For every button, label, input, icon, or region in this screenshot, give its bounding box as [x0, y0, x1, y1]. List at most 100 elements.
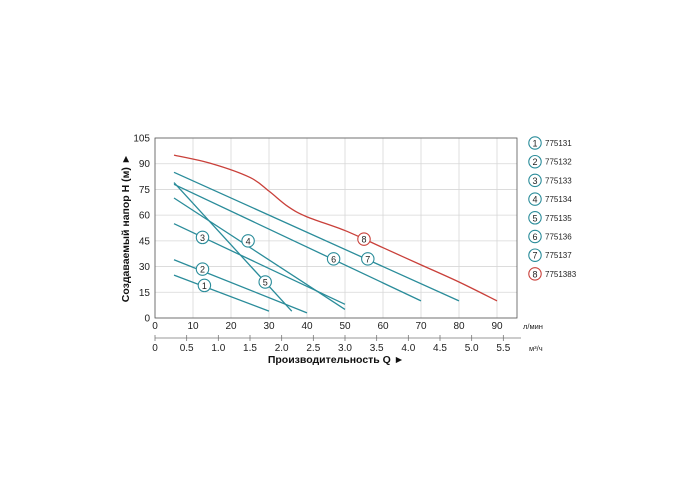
curve-badge-4: 4: [241, 234, 255, 248]
curve-badge-7: 7: [361, 252, 375, 266]
legend-item: 6 775136: [528, 229, 572, 244]
y-tick-label: 30: [139, 262, 151, 273]
x2-tick-label: 2.0: [275, 343, 289, 354]
legend-badge-number: 8: [532, 269, 537, 279]
plot-frame: [154, 137, 518, 319]
y-tick-label: 75: [139, 185, 151, 196]
legend-badge-number: 3: [532, 176, 537, 186]
x2-tick-label: 0.5: [180, 343, 194, 354]
curve-badge-2: 2: [195, 262, 210, 276]
badge-circle: [357, 232, 371, 246]
legend-badge-number: 2: [532, 157, 537, 167]
legend-badge: [528, 173, 542, 188]
y-tick-label: 15: [139, 288, 151, 299]
legend-item: 8 7751383: [528, 267, 577, 281]
y-tick-label: 90: [139, 159, 151, 170]
curve-775134: [173, 197, 346, 310]
curve-badge-6: 6: [326, 252, 341, 266]
curves: [173, 154, 498, 314]
legend-item: 2 775132: [528, 154, 572, 169]
x-unit-m3h: м³/ч: [529, 344, 543, 353]
y-tick-label: 60: [139, 211, 151, 222]
legend-label: 775135: [545, 214, 572, 223]
grid: [154, 137, 517, 319]
x-tick-label: 10: [187, 321, 199, 332]
x2-tick-label: 4.5: [433, 343, 447, 354]
badge-circle: [361, 252, 375, 266]
badge-circle: [195, 262, 210, 276]
legend-label: 775132: [545, 158, 572, 167]
x-tick-label: 70: [415, 321, 427, 332]
badge-number: 2: [200, 265, 205, 275]
curve-badge-1: 1: [197, 278, 212, 293]
legend-item: 3 775133: [528, 173, 572, 188]
curve-775135: [173, 182, 293, 312]
curve-7751383: [173, 154, 498, 302]
badge-circle: [258, 275, 272, 289]
badge-number: 8: [361, 235, 366, 245]
x-tick-label: 50: [339, 321, 351, 332]
curve-775132: [173, 259, 308, 314]
curve-775137: [173, 171, 460, 302]
x2-tick-label: 1.5: [243, 343, 257, 354]
curve-badge-8: 8: [357, 232, 371, 246]
x-unit-lpm: л/мин: [523, 322, 543, 331]
badge-number: 3: [200, 233, 205, 243]
x2-tick-label: 4.0: [401, 343, 415, 354]
y-axis-title: Создаваемый напор H (м) ►: [120, 154, 132, 302]
y-tick-label: 45: [139, 236, 151, 247]
legend-label: 775134: [545, 195, 572, 204]
x-tick-label: 40: [301, 321, 313, 332]
badge-circle: [197, 278, 212, 293]
badge-circle: [241, 234, 255, 248]
legend-badge-number: 4: [532, 195, 537, 205]
badge-number: 1: [202, 281, 207, 291]
legend-badge: [528, 154, 542, 169]
badge-number: 5: [263, 278, 268, 288]
curve-775136: [173, 183, 422, 302]
x-tick-label: 80: [453, 321, 465, 332]
legend-badge-number: 7: [532, 251, 537, 261]
legend-item: 7 775137: [528, 248, 572, 262]
badge-number: 4: [246, 236, 251, 246]
legend-badge: [528, 136, 542, 150]
x2-tick-label: 1.0: [211, 343, 225, 354]
legend-badge: [528, 248, 542, 262]
x-tick-labels-lpm: 0 10 20 30 40 50 60 70 80 90: [152, 321, 503, 332]
x2-tick-label: 3.5: [370, 343, 384, 354]
legend-badge-number: 6: [532, 232, 537, 242]
badge-circle: [195, 230, 210, 245]
curve-badges: 1 2 3 4 5 6 7 8: [195, 230, 375, 293]
x2-tick-label: 0: [152, 343, 158, 354]
x-tick-label: 0: [152, 321, 158, 332]
legend-label: 775133: [545, 176, 572, 185]
x-axis-title: Производительность Q ►: [268, 354, 404, 366]
legend-label: 775136: [545, 233, 572, 242]
y-tick-label: 105: [133, 134, 150, 145]
badge-number: 7: [365, 254, 370, 264]
x-tick-label: 60: [377, 321, 389, 332]
y-tick-labels: 0 15 30 45 60 75 90 105: [133, 134, 150, 325]
y-tick-label: 0: [144, 314, 150, 325]
legend-item: 4 775134: [528, 192, 572, 206]
x2-tick-label: 3.0: [338, 343, 352, 354]
legend-item: 1 775131: [528, 136, 572, 150]
x2-tick-label: 5.0: [465, 343, 479, 354]
x-tick-label: 30: [263, 321, 275, 332]
legend-badge: [528, 211, 542, 225]
legend-label: 775137: [545, 251, 572, 260]
x-tick-label: 90: [491, 321, 503, 332]
legend-badge: [528, 192, 542, 206]
curve-badge-5: 5: [258, 275, 272, 289]
legend-item: 5 775135: [528, 211, 572, 225]
curve-badge-3: 3: [195, 230, 210, 245]
x-tick-label: 20: [225, 321, 237, 332]
badge-circle: [326, 252, 341, 266]
x2-tick-label: 2.5: [306, 343, 320, 354]
legend-badge-number: 1: [532, 139, 537, 149]
x2-tick-label: 5.5: [496, 343, 510, 354]
legend-label: 775131: [545, 139, 572, 148]
legend-label: 7751383: [545, 270, 577, 279]
legend-badge: [528, 267, 542, 281]
